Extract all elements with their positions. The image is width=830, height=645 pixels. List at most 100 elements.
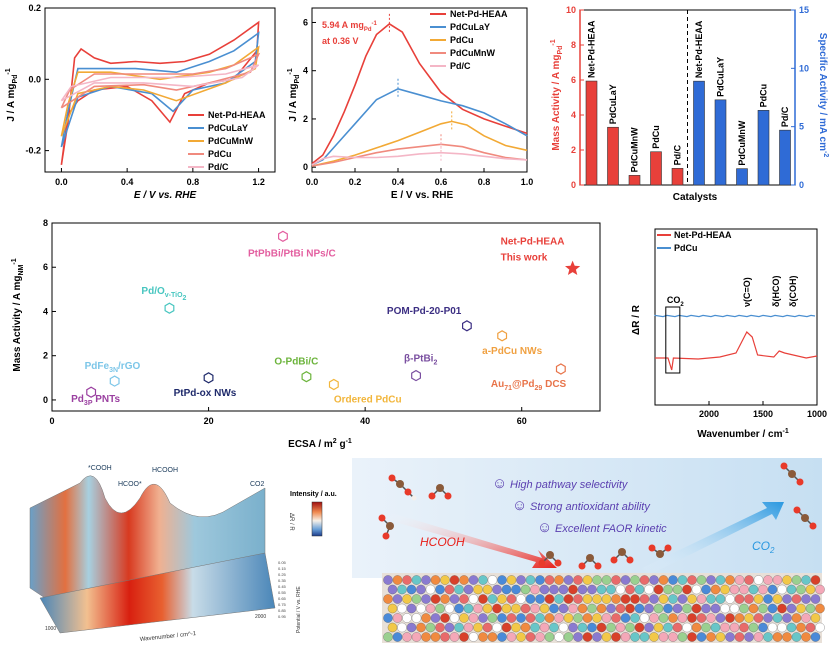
reactant-label: HCOOH (420, 535, 465, 549)
surface-atom (549, 584, 559, 595)
surface-atom (706, 575, 716, 585)
ecsa-y-tick: 4 (43, 306, 48, 316)
surface-atom (744, 613, 754, 623)
surface-atom (696, 594, 707, 604)
surface-atom (406, 603, 417, 614)
surface-atom (592, 613, 602, 623)
cv-series-PdCuMnW (60, 45, 260, 137)
surface-atom (796, 603, 806, 614)
surface-atom (786, 622, 797, 633)
surface-atom (596, 603, 607, 614)
surface-atom (468, 613, 479, 623)
surface-plot: *COOH HCOO* HCOOH CO2 ΔR / R Wavenumber … (29, 465, 337, 643)
surface-atom (620, 594, 631, 604)
surface-atom (739, 603, 749, 614)
lsv-annotation-value: 5.94 A mgPd-1 (322, 20, 378, 33)
surface-atom (639, 613, 650, 623)
cv-x-tick: 0.4 (121, 177, 134, 187)
molecule-atom (578, 562, 586, 570)
surface-atom (440, 575, 450, 585)
specific-activity-bar (693, 80, 705, 186)
surface-atom (525, 632, 536, 642)
molecule-atom (586, 554, 594, 562)
molecule-atom (404, 488, 412, 496)
surface-atom (744, 594, 754, 604)
surface-atom (601, 632, 612, 642)
surface-atom (805, 584, 816, 595)
potential-tick: 0.75 (278, 602, 287, 607)
surface-atom (801, 594, 811, 604)
cv-chart: 0.0 0.4 0.8 1.2 -0.2 0.0 0.2 Net-Pd-HEAA PdCuLaY… (5, 3, 276, 201)
surface-atom (720, 584, 730, 595)
surface-atom (444, 584, 455, 595)
surface-atom (463, 622, 474, 633)
mass-activity-bar (585, 80, 598, 186)
lsv-y-tick: 4 (303, 66, 308, 76)
surface-atom (454, 603, 464, 614)
surface-atom (535, 632, 545, 642)
surface-atom (625, 622, 635, 633)
surface-y-label: Potential / V vs. RHE (296, 586, 302, 633)
surface-atom (710, 584, 721, 595)
lsv-y-tick: 6 (303, 17, 308, 27)
surface-atom (539, 603, 550, 614)
feature-3: Excellent FAOR kinetic (555, 523, 667, 535)
lsv-x-tick: 0.2 (349, 177, 362, 187)
surface-atom (767, 603, 778, 614)
surface-atom (525, 594, 536, 604)
surface-atom (487, 613, 498, 623)
lsv-annotation-potential: at 0.36 V (322, 36, 359, 46)
surface-atom (620, 613, 631, 623)
lower-surface (39, 552, 276, 634)
surface-atom (501, 622, 512, 633)
surface-atom (454, 584, 464, 595)
surface-atom (440, 613, 450, 623)
cv-x-label: E / V vs. RHE (134, 190, 197, 201)
surface-atom (558, 584, 569, 595)
ecsa-point-label: Pd3P PNTs (71, 394, 120, 407)
cv-legend-label: PdCuLaY (208, 123, 248, 133)
surface-atom (715, 613, 726, 623)
specific-bar-label: PdCu (759, 84, 769, 108)
surface-atom (672, 584, 683, 595)
feature-1: High pathway selectivity (510, 479, 629, 491)
surface-atom (677, 613, 688, 623)
cv-legend-label: Pd/C (208, 162, 229, 172)
upper-surface (29, 475, 266, 609)
surface-atom (402, 632, 412, 642)
surface-atom (568, 622, 578, 633)
peak-label-hcooh: HCOOH (152, 467, 178, 474)
surface-atom (577, 603, 588, 614)
surface-atom (687, 613, 697, 623)
surface-atom (421, 594, 431, 604)
surface-atom (644, 622, 654, 633)
surface-atom (815, 603, 825, 614)
ecsa-point-sublabel: This work (501, 253, 548, 264)
surface-atom (592, 575, 602, 585)
right-tick: 0 (799, 180, 804, 190)
ecsa-point-label: β-PtBi2 (404, 354, 437, 367)
potential-tick: 0.05 (278, 560, 287, 565)
cv-y-tick: 0.2 (28, 3, 41, 13)
surface-atom (406, 622, 417, 633)
surface-atom (487, 575, 498, 585)
surface-atom (416, 603, 426, 614)
surface-atom (402, 613, 412, 623)
product-arrow (642, 502, 784, 576)
ecsa-point-label: POM-Pd-20-P01 (387, 306, 462, 317)
lsv-legend-label: PdCuLaY (450, 22, 490, 32)
mass-activity-axis-label: Mass Activity / A mgPd-1 (550, 39, 564, 150)
ecsa-point-star (565, 260, 581, 275)
left-tick: 4 (571, 110, 576, 120)
ecsa-point-hex (328, 378, 339, 391)
lsv-legend-label: PdCu (450, 35, 474, 45)
ecsa-point-label: Ordered PdCu (334, 394, 402, 405)
surface-atom (520, 584, 531, 595)
surface-atom (468, 594, 479, 604)
surface-atom (701, 603, 711, 614)
surface-atom (554, 613, 564, 623)
left-tick: 8 (571, 40, 576, 50)
surface-atom (796, 622, 806, 633)
surface-atom (592, 632, 602, 642)
surface-atom (497, 575, 507, 585)
